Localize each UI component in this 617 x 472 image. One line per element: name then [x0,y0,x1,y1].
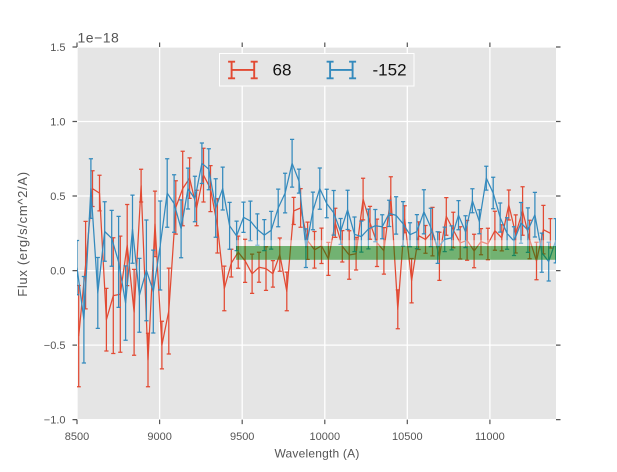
svg-text:−0.5: −0.5 [44,340,66,352]
svg-text:9500: 9500 [230,431,254,443]
svg-text:9000: 9000 [147,431,171,443]
svg-text:10000: 10000 [310,431,341,443]
svg-text:−1.0: −1.0 [44,415,66,427]
svg-text:0.5: 0.5 [50,191,65,203]
svg-text:1.5: 1.5 [50,42,65,54]
svg-text:1.0: 1.0 [50,117,65,129]
svg-text:Wavelength (A): Wavelength (A) [274,447,359,461]
svg-text:8500: 8500 [65,431,89,443]
svg-text:11000: 11000 [475,431,505,443]
svg-text:-152: -152 [373,61,407,80]
svg-text:1e−18: 1e−18 [78,30,120,46]
svg-text:68: 68 [273,61,292,80]
svg-text:Flux (erg/s/cm^2/A): Flux (erg/s/cm^2/A) [15,171,30,297]
svg-text:10500: 10500 [392,431,423,443]
svg-text:0.0: 0.0 [50,266,65,278]
